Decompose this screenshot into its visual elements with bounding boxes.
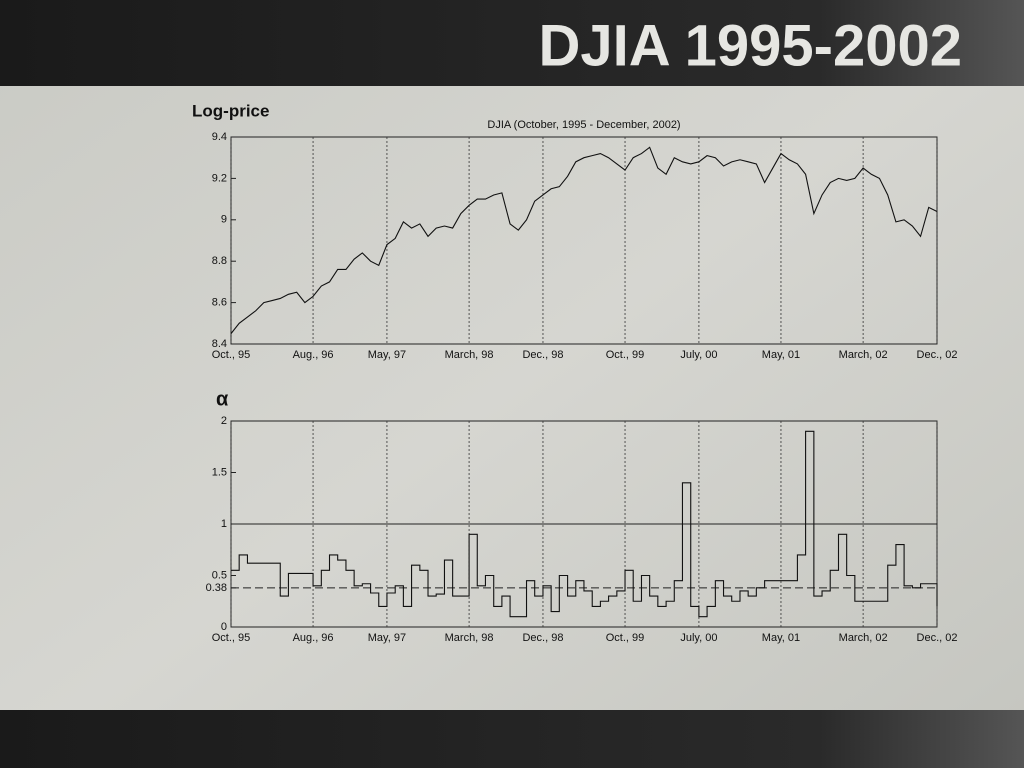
- x-tick-label: Dec., 02: [917, 349, 958, 361]
- y-tick-label: 9: [221, 214, 227, 226]
- data-line: [230, 146, 938, 334]
- x-tick-label: March, 98: [445, 632, 494, 644]
- x-tick-label: May, 97: [368, 632, 406, 644]
- x-tick-label: Oct., 99: [606, 349, 645, 361]
- y-tick-label: 1: [221, 518, 227, 530]
- x-tick-label: Dec., 98: [522, 632, 563, 644]
- x-tick-label: July, 00: [680, 632, 717, 644]
- y-axis-label: α: [216, 388, 229, 410]
- footer-bar: [0, 710, 1024, 768]
- y-tick-label: 1.5: [212, 466, 227, 478]
- x-tick-label: May, 01: [762, 349, 800, 361]
- y-tick-label: 0: [221, 621, 227, 633]
- x-tick-label: Aug., 96: [293, 632, 334, 644]
- header-bar: [0, 0, 1024, 86]
- y-axis-label: Log-price: [192, 101, 269, 120]
- x-tick-label: March, 02: [839, 349, 888, 361]
- y-tick-label: 0.38: [206, 582, 227, 594]
- y-tick-label: 2: [221, 415, 227, 427]
- data-line: [231, 430, 938, 618]
- plot-area: [230, 136, 938, 345]
- x-tick-label: Oct., 99: [606, 632, 645, 644]
- x-tick-label: Dec., 98: [522, 349, 563, 361]
- x-tick-label: March, 98: [445, 349, 494, 361]
- y-tick-label: 0.5: [212, 569, 227, 581]
- x-tick-label: May, 97: [368, 349, 406, 361]
- x-tick-label: Dec., 02: [917, 632, 958, 644]
- x-tick-label: Aug., 96: [293, 349, 334, 361]
- chart-title: DJIA (October, 1995 - December, 2002): [487, 119, 680, 131]
- x-tick-label: Oct., 95: [212, 632, 251, 644]
- slide-title: DJIA 1995-2002: [539, 13, 962, 78]
- x-tick-label: May, 01: [762, 632, 800, 644]
- y-tick-label: 8.6: [212, 297, 227, 309]
- y-tick-label: 9.4: [212, 131, 227, 143]
- x-tick-label: July, 00: [680, 349, 717, 361]
- x-tick-label: Oct., 95: [212, 349, 251, 361]
- y-tick-label: 8.8: [212, 255, 227, 267]
- x-tick-label: March, 02: [839, 632, 888, 644]
- y-tick-label: 9.2: [212, 172, 227, 184]
- y-tick-label: 8.4: [212, 338, 227, 350]
